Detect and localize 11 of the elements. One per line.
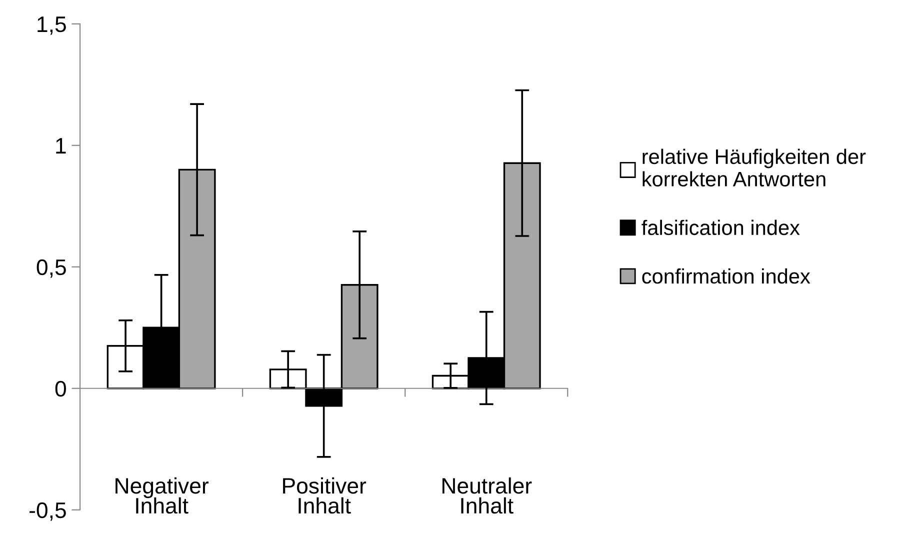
y-tick-label: 1,5	[38, 16, 66, 35]
y-tick-label: 0	[55, 380, 66, 397]
x-tick-label: Neutraler Inhalt	[442, 477, 532, 514]
x-tick-label: Negativer Inhalt	[116, 477, 208, 514]
legend-label: falsification index	[642, 220, 800, 236]
x-tick-label: Positiver Inhalt	[283, 477, 366, 514]
legend-label: relative Häufigkeiten der korrekten Antworten	[642, 148, 866, 187]
y-tick-label: 1	[56, 138, 66, 154]
y-tick-label: -0,5	[30, 502, 66, 521]
y-tick-label: 0,5	[36, 259, 66, 278]
legend-label: confirmation index	[642, 268, 810, 284]
